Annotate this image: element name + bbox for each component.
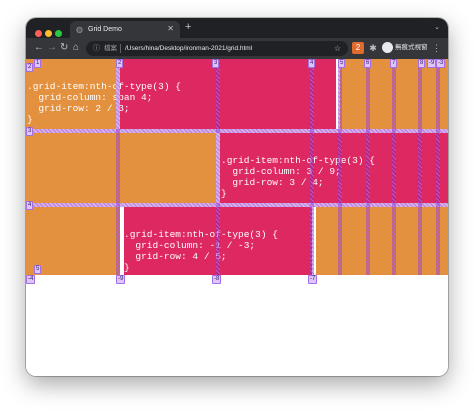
tab-grid-demo[interactable]: ◍ Grid Demo ✕ [70, 21, 180, 38]
info-icon[interactable]: ⓘ [93, 45, 100, 52]
close-window-button[interactable] [35, 30, 42, 37]
grid-column-gap [392, 59, 396, 275]
grid-line-number: 4 [26, 201, 34, 210]
grid-line-number: 7 [390, 59, 398, 68]
grid-line-number: -3 [436, 59, 446, 68]
code-block: .grid-item:nth-of-type(3) { grid-column:… [124, 229, 278, 273]
grid-line-number: 2 [116, 59, 124, 68]
zoom-window-button[interactable] [55, 30, 62, 37]
grid-item-highlighted [220, 133, 448, 203]
forward-arrow-icon[interactable]: → [47, 42, 57, 53]
grid-column-gap [418, 59, 422, 275]
tab-title: Grid Demo [88, 26, 122, 33]
grid-line-number: -8 [212, 275, 222, 284]
grid-line-number: 3 [212, 59, 220, 68]
tab-bar: ◍ Grid Demo ✕ + ⌄ [26, 18, 448, 38]
grid-line-number: -4 [26, 275, 36, 284]
omnibox-divider [120, 44, 121, 53]
grid-column-gap [216, 59, 220, 275]
extension-badge-icon[interactable]: 2 [352, 42, 364, 54]
close-tab-icon[interactable]: ✕ [167, 24, 174, 33]
browser-window: ◍ Grid Demo ✕ + ⌄ ← → ↻ ⌂ ⓘ 檔案 /Users/hi… [26, 18, 448, 376]
url-text[interactable]: /Users/hina/Desktop/ironman-2021/grid.ht… [125, 45, 253, 52]
browser-toolbar: ← → ↻ ⌂ ⓘ 檔案 /Users/hina/Desktop/ironman… [26, 38, 448, 59]
extensions-puzzle-icon[interactable]: ✱ [369, 43, 377, 53]
grid-item [26, 207, 120, 275]
code-block: .grid-item:nth-of-type(3) { grid-column:… [27, 81, 181, 125]
grid-column-gap [366, 59, 370, 275]
grid-item-highlighted [120, 59, 336, 129]
grid-line-number: 3 [26, 127, 34, 136]
grid-column-gap [116, 59, 120, 275]
grid-line-number: -7 [308, 275, 318, 284]
address-bar[interactable]: ⓘ 檔案 /Users/hina/Desktop/ironman-2021/gr… [86, 41, 348, 56]
security-label: 檔案 [104, 45, 117, 52]
grid-column-gap [310, 59, 314, 275]
window-controls [35, 24, 65, 42]
reload-icon[interactable]: ↻ [60, 42, 69, 53]
grid-line-number: -9 [116, 275, 126, 284]
grid-line-number: 5 [338, 59, 346, 68]
incognito-avatar-icon[interactable] [382, 42, 393, 53]
grid-row-gap [26, 203, 448, 207]
minimize-window-button[interactable] [45, 30, 52, 37]
tab-search-button[interactable]: ⌄ [434, 24, 440, 31]
code-block: .grid-item:nth-of-type(3) { grid-column:… [221, 155, 375, 199]
grid-row-gap [26, 129, 448, 133]
more-menu-icon[interactable]: ⋮ [432, 43, 441, 53]
grid-item [316, 207, 448, 275]
profile-label[interactable]: 無痕式視窗 [395, 44, 428, 51]
grid-line-number: -9 [427, 59, 437, 68]
grid-line-number: 1 [34, 59, 42, 68]
grid-item [26, 133, 216, 203]
grid-line-number: 2 [26, 63, 34, 72]
grid-item [26, 59, 116, 129]
new-tab-button[interactable]: + [185, 21, 192, 33]
grid-line-number: 6 [364, 59, 372, 68]
back-arrow-icon[interactable]: ← [34, 42, 44, 53]
grid-line-number: 4 [308, 59, 316, 68]
grid-column-gap [436, 59, 440, 275]
bookmark-star-icon[interactable]: ☆ [333, 44, 341, 53]
page-viewport: .grid-item:nth-of-type(3) { grid-column:… [26, 59, 448, 376]
home-icon[interactable]: ⌂ [73, 42, 80, 53]
grid-line-number: 5 [34, 265, 42, 274]
grid-column-gap [338, 59, 342, 275]
globe-icon: ◍ [76, 25, 83, 34]
grid-line-number: 8 [418, 59, 426, 68]
